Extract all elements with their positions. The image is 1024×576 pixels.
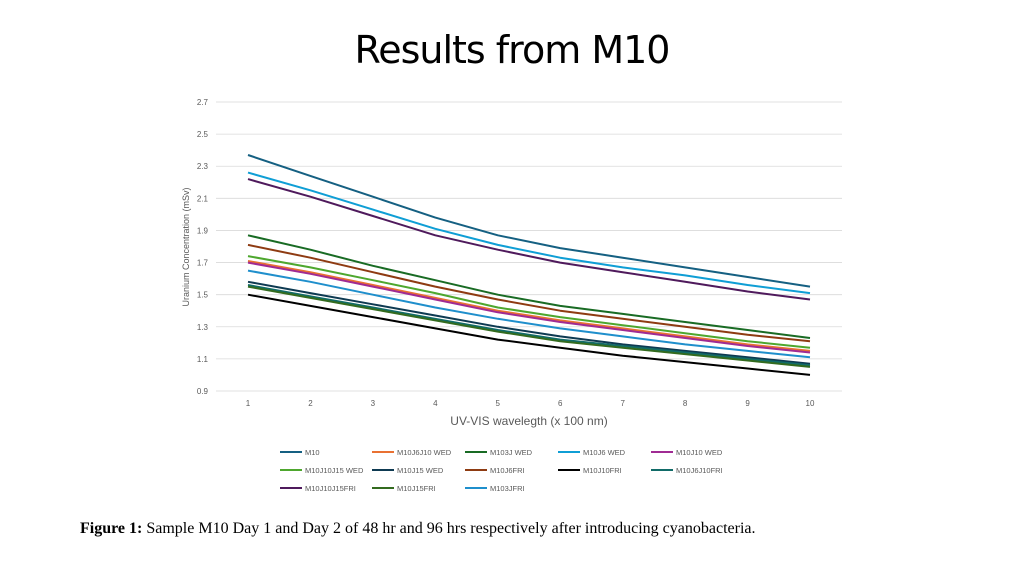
x-tick-label: 9: [745, 399, 750, 408]
y-tick-label: 2.1: [197, 194, 209, 203]
legend-item: M103JFRI: [465, 482, 558, 494]
x-axis-ticks: 1 2 3 4 5 6 7 8 9 10: [246, 399, 815, 408]
series-line-m10j10fri: [247, 293, 811, 376]
legend-item: M10J6J10FRI: [651, 464, 743, 476]
caption-label: Figure 1:: [80, 520, 143, 537]
line-chart: 0.9 1.1 1.3 1.5 1.7 1.9 2.1 2.3 2.5 2.7 1 2 3 4 5 6 7 8 9…: [181, 98, 842, 428]
legend-label: M10J6J10FRI: [676, 465, 723, 475]
legend-item: M10J6FRI: [465, 464, 558, 476]
legend-item: M10: [280, 446, 372, 458]
series-line-m10j6j10-wed: [247, 260, 811, 352]
legend-swatch: [465, 469, 487, 471]
legend-label: M10J10 WED: [676, 447, 723, 457]
legend-label: M10J15 WED: [397, 465, 444, 475]
y-tick-label: 1.1: [197, 355, 209, 364]
x-tick-label: 5: [496, 399, 501, 408]
x-tick-label: 8: [683, 399, 688, 408]
legend-swatch: [372, 451, 394, 453]
figure-caption: Figure 1: Sample M10 Day 1 and Day 2 of …: [80, 520, 756, 538]
series-line-m10: [247, 154, 811, 288]
legend-item: M10J6 WED: [558, 446, 651, 458]
legend-swatch: [651, 469, 673, 471]
y-tick-label: 2.7: [197, 98, 209, 107]
legend-swatch: [280, 487, 302, 489]
legend-swatch: [280, 469, 302, 471]
x-tick-label: 6: [558, 399, 563, 408]
legend-label: M103JFRI: [490, 483, 525, 493]
series-line-m10j6j10fri: [247, 284, 811, 367]
y-tick-label: 0.9: [197, 387, 209, 396]
caption-text: Sample M10 Day 1 and Day 2 of 48 hr and …: [142, 520, 756, 537]
legend-label: M10J6 WED: [583, 447, 626, 457]
x-tick-label: 1: [246, 399, 251, 408]
series-lines: [247, 154, 811, 376]
legend-label: M10: [305, 447, 320, 457]
legend-swatch: [465, 487, 487, 489]
series-line-m10j6fri: [247, 243, 811, 343]
legend-swatch: [558, 469, 580, 471]
y-tick-label: 2.5: [197, 130, 209, 139]
y-axis-title: Uranium Concentration (mSv): [181, 187, 191, 306]
series-line-m10j10j15-wed: [247, 255, 811, 349]
legend-label: M10J6J10 WED: [397, 447, 452, 457]
legend-item: M10J10 WED: [651, 446, 743, 458]
legend-swatch: [372, 487, 394, 489]
slide-title: Results from M10: [354, 28, 671, 72]
legend-label: M10J10FRI: [583, 465, 622, 475]
x-tick-label: 3: [371, 399, 376, 408]
series-line-m10j15fri: [247, 285, 811, 368]
y-tick-label: 1.5: [197, 291, 209, 300]
gridlines: [216, 101, 842, 392]
series-line-m10j6-wed: [247, 171, 811, 295]
legend-swatch: [558, 451, 580, 453]
legend-swatch: [280, 451, 302, 453]
legend-swatch: [465, 451, 487, 453]
legend-item: M10J10J15 WED: [280, 464, 372, 476]
legend-swatch: [651, 451, 673, 453]
x-axis-title: UV-VIS wavelegth (x 100 nm): [450, 414, 607, 428]
legend-item: M10J15 WED: [372, 464, 465, 476]
legend-swatch: [372, 469, 394, 471]
series-line-m10j15-wed: [247, 280, 811, 365]
series-line-m103jfri: [247, 269, 811, 359]
series-line-m10j10j15fri: [247, 178, 811, 301]
x-tick-label: 7: [620, 399, 625, 408]
x-tick-label: 2: [308, 399, 313, 408]
y-tick-label: 1.3: [197, 323, 209, 332]
legend-label: M10J10J15FRI: [305, 483, 356, 493]
y-tick-label: 2.3: [197, 162, 209, 171]
legend-item: M10J10FRI: [558, 464, 651, 476]
legend-label: M103J WED: [490, 447, 533, 457]
chart-legend: M10 M10J6J10 WED M103J WED M10J6 WED M10J10 …: [280, 446, 800, 494]
legend-item: M10J15FRI: [372, 482, 465, 494]
x-tick-label: 10: [806, 399, 815, 408]
x-tick-label: 4: [433, 399, 438, 408]
legend-label: M10J6FRI: [490, 465, 525, 475]
series-line-m10j10-wed: [247, 261, 811, 354]
y-tick-label: 1.9: [197, 226, 209, 235]
legend-item: M103J WED: [465, 446, 558, 458]
legend-item: M10J10J15FRI: [280, 482, 372, 494]
y-tick-label: 1.7: [197, 259, 209, 268]
legend-item: M10J6J10 WED: [372, 446, 465, 458]
y-axis-ticks: 0.9 1.1 1.3 1.5 1.7 1.9 2.1 2.3 2.5 2.7: [197, 98, 209, 396]
series-line-m103j-wed: [247, 234, 811, 339]
legend-label: M10J15FRI: [397, 483, 436, 493]
legend-label: M10J10J15 WED: [305, 465, 364, 475]
